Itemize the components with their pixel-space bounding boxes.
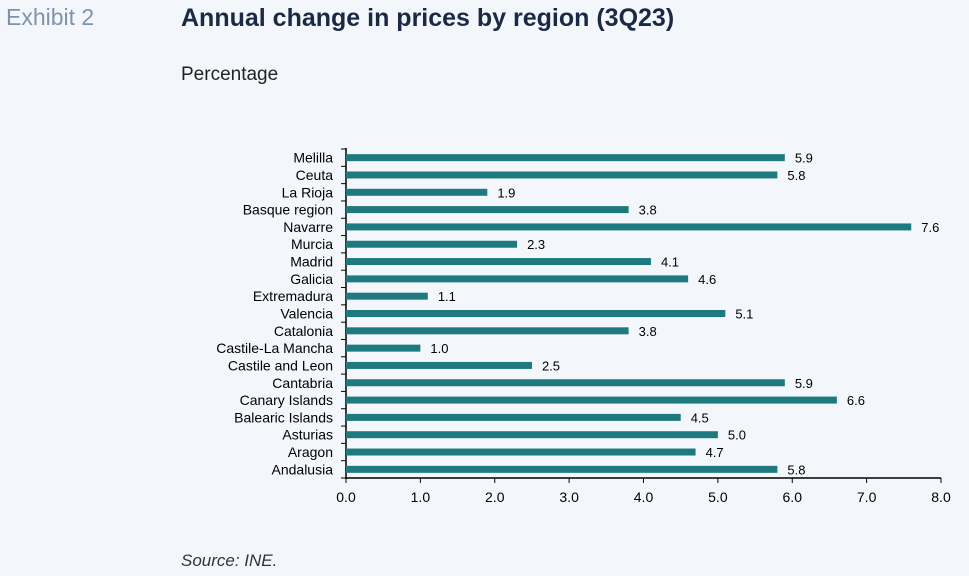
bar-madrid [346,258,651,266]
bar-canary-islands [346,396,837,404]
value-label: 4.5 [691,410,709,425]
bar-andalusia [346,465,778,473]
bar-catalonia [346,327,629,335]
value-label: 4.1 [661,255,679,270]
value-label: 1.9 [497,185,515,200]
value-label: 4.6 [698,272,716,287]
category-label: Galicia [290,271,333,287]
value-label: 2.3 [527,237,545,252]
x-tick-label: 5.0 [708,489,728,505]
exhibit-label: Exhibit 2 [6,4,95,30]
bar-extremadura [346,292,428,300]
bar-murcia [346,240,518,248]
value-label: 2.5 [542,358,560,373]
category-label: Aragon [288,444,333,460]
bar-valencia [346,310,726,317]
bar-galicia [346,275,689,283]
bar-castile-and-leon [346,361,532,369]
category-label: Castile-La Mancha [216,340,333,356]
category-label: Extremadura [253,288,333,304]
bar-navarre [346,223,912,231]
bar-la-rioja [346,188,488,196]
x-tick-label: 8.0 [931,489,951,505]
value-label: 6.6 [847,393,865,408]
category-label: Madrid [290,254,333,270]
category-label: Navarre [283,219,333,235]
x-tick-label: 1.0 [411,489,431,505]
bar-balearic-islands [346,413,681,421]
bar-asturias [346,431,718,439]
category-label: Melilla [293,150,333,166]
x-tick-label: 2.0 [485,489,505,505]
bar-basque-region [346,206,629,214]
bar-aragon [346,448,696,456]
x-tick-label: 0.0 [336,489,356,505]
value-label: 5.1 [735,307,753,322]
x-tick-label: 7.0 [857,489,877,505]
bar-cantabria [346,379,785,387]
bar-ceuta [346,171,778,179]
value-label: 5.8 [787,462,805,477]
category-label: Valencia [280,306,333,322]
category-label: Andalusia [272,461,334,477]
x-tick-label: 6.0 [783,489,803,505]
value-label: 5.9 [795,376,813,391]
category-label: Balearic Islands [234,409,333,425]
source-note: Source: INE. [181,551,278,570]
category-label: Basque region [243,202,333,218]
bar-melilla [346,154,785,162]
x-tick-label: 4.0 [634,489,654,505]
value-label: 3.8 [639,203,657,218]
category-label: Catalonia [274,323,333,339]
value-label: 4.7 [706,445,724,460]
category-label: Cantabria [272,375,333,391]
value-label: 3.8 [639,324,657,339]
chart-subtitle: Percentage [181,64,279,85]
category-label: Castile and Leon [228,357,333,373]
category-label: Canary Islands [240,392,333,408]
category-label: Murcia [291,236,333,252]
category-label: Asturias [282,427,333,443]
value-label: 5.8 [787,168,805,183]
category-label: Ceuta [296,167,334,183]
bar-castile-la-mancha [346,344,421,352]
value-label: 5.0 [728,428,746,443]
category-label: La Rioja [282,184,334,200]
value-label: 5.9 [795,151,813,166]
chart-title: Annual change in prices by region (3Q23) [181,4,675,32]
value-label: 1.1 [438,289,456,304]
value-label: 1.0 [430,341,448,356]
value-label: 7.6 [921,220,939,235]
x-tick-label: 3.0 [559,489,579,505]
